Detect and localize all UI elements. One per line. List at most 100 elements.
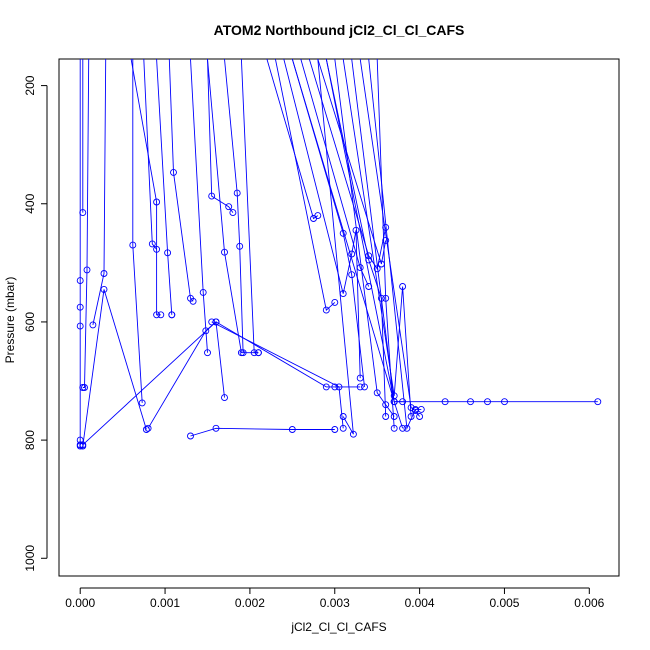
series-line xyxy=(132,59,143,403)
series-line xyxy=(334,59,395,417)
series-line xyxy=(274,59,336,311)
data-point xyxy=(361,383,368,391)
data-point xyxy=(314,212,322,220)
series-line xyxy=(82,289,147,447)
data-point xyxy=(441,398,449,406)
data-point xyxy=(157,311,165,319)
x-tick-label: 0.001 xyxy=(150,596,180,610)
data-point xyxy=(100,270,108,277)
data-point xyxy=(208,192,216,200)
data-point xyxy=(254,349,262,357)
data-point xyxy=(339,413,347,420)
series-line xyxy=(190,59,208,353)
data-point xyxy=(144,424,152,432)
y-tick-label: 200 xyxy=(23,75,37,95)
data-point xyxy=(356,383,364,391)
series-line xyxy=(266,59,319,220)
data-point xyxy=(153,311,161,319)
data-point xyxy=(225,203,233,211)
data-point xyxy=(403,424,411,432)
data-point xyxy=(356,264,364,272)
data-point xyxy=(335,383,343,391)
x-tick-label: 0.000 xyxy=(65,596,95,610)
data-point xyxy=(153,198,161,206)
data-point xyxy=(221,394,228,402)
data-point xyxy=(76,277,84,285)
data-point xyxy=(382,236,390,244)
y-tick-label: 1000 xyxy=(23,545,37,572)
data-point xyxy=(202,327,210,335)
data-point xyxy=(288,426,296,433)
y-tick-label: 600 xyxy=(23,312,37,332)
y-axis: 200 400 600 800 1000 xyxy=(23,75,48,572)
data-point xyxy=(331,298,339,306)
data-point xyxy=(331,383,339,391)
x-axis-label: jCl2_Cl_Cl_CAFS xyxy=(290,620,386,634)
y-tick-label: 800 xyxy=(23,430,37,450)
series-line xyxy=(156,59,173,315)
data-point xyxy=(322,383,330,391)
data-point xyxy=(399,283,407,290)
data-point xyxy=(189,297,197,305)
data-point xyxy=(390,424,398,432)
data-point xyxy=(417,405,425,413)
data-point xyxy=(382,401,390,409)
data-point xyxy=(399,424,407,432)
data-point xyxy=(168,311,176,319)
data-point xyxy=(138,399,146,407)
data-point xyxy=(212,424,220,432)
data-point xyxy=(187,432,194,440)
data-point xyxy=(79,209,87,217)
series-line xyxy=(376,59,395,429)
chart-title: ATOM2 Northbound jCl2_Cl_Cl_CAFS xyxy=(214,22,465,38)
x-tick-label: 0.006 xyxy=(574,596,604,610)
data-point xyxy=(416,413,424,420)
data-point xyxy=(467,398,474,406)
x-axis: 0.000 0.001 0.002 0.003 0.004 0.005 0.006 xyxy=(65,587,605,610)
series-line xyxy=(283,59,361,379)
data-point xyxy=(83,266,91,274)
data-point xyxy=(594,398,602,406)
series-line xyxy=(359,59,420,417)
data-point xyxy=(331,426,339,433)
data-point xyxy=(89,321,97,329)
series-line xyxy=(143,59,157,250)
data-point xyxy=(250,349,258,357)
data-point xyxy=(76,303,84,311)
y-axis-label: Pressure (mbar) xyxy=(3,277,17,364)
data-point xyxy=(170,168,177,176)
data-point xyxy=(164,249,172,257)
series-line xyxy=(190,427,335,437)
data-point xyxy=(236,242,244,250)
data-point xyxy=(229,209,237,217)
series-line xyxy=(291,59,598,403)
data-point xyxy=(233,189,241,197)
data-point xyxy=(390,413,398,420)
data-point xyxy=(204,349,211,357)
data-point xyxy=(76,322,84,330)
data-point xyxy=(382,294,390,302)
data-point xyxy=(373,389,381,397)
series-line xyxy=(215,321,361,388)
data-point xyxy=(501,398,508,406)
data-point xyxy=(348,271,356,279)
data-point xyxy=(339,424,347,432)
data-point xyxy=(212,318,220,326)
data-point xyxy=(100,285,108,293)
data-point xyxy=(79,441,87,449)
x-tick-label: 0.003 xyxy=(320,596,350,610)
x-tick-label: 0.005 xyxy=(489,596,519,610)
series-line xyxy=(82,59,90,388)
data-point xyxy=(129,241,137,249)
series-line xyxy=(207,59,259,354)
data-point xyxy=(382,413,390,420)
data-point xyxy=(348,250,356,258)
data-point xyxy=(239,349,247,357)
series-line xyxy=(168,59,194,302)
series-line xyxy=(308,59,387,270)
series-line xyxy=(224,59,244,353)
data-point xyxy=(153,245,161,253)
data-point xyxy=(221,248,228,256)
